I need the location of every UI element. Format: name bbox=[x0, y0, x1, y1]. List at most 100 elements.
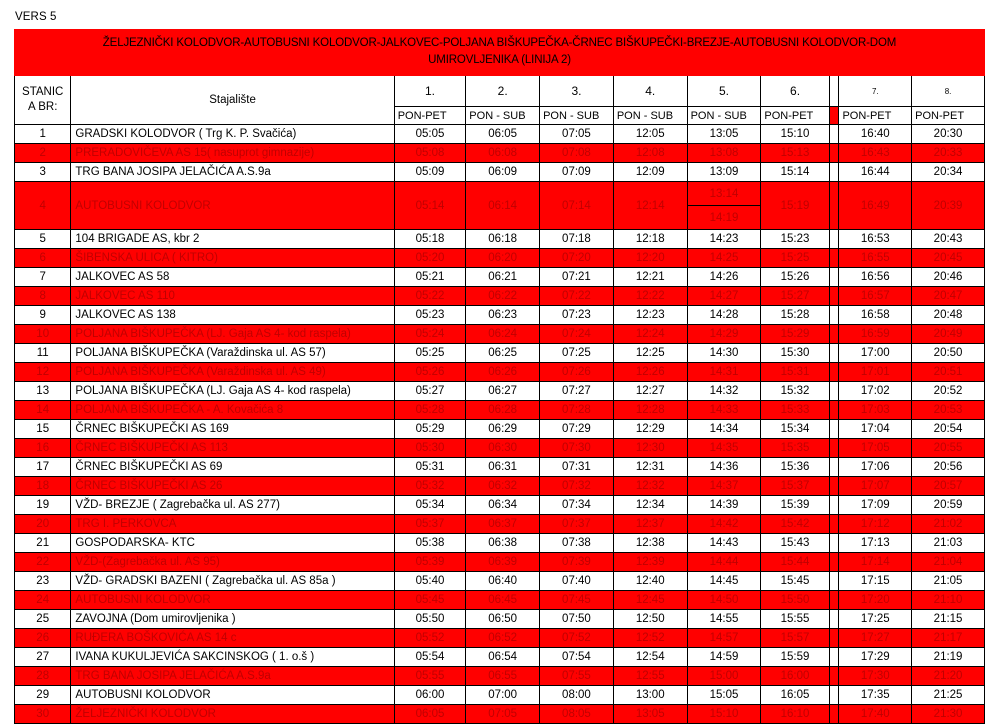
departure-time-cell: 15:30 bbox=[760, 343, 830, 363]
departure-time-cell: 15:39 bbox=[760, 495, 830, 515]
stop-name-cell: AUTOBUSNI KOLODVOR bbox=[70, 685, 395, 705]
departure-time-cell: 07:30 bbox=[539, 438, 614, 458]
departure-time-cell-split: 13:14 14:19 bbox=[686, 181, 762, 230]
departure-time-cell: 14:29 bbox=[686, 324, 762, 344]
column-separator-cell bbox=[828, 324, 840, 344]
departure-time-cell: 17:27 bbox=[838, 628, 913, 648]
stop-name-cell: VŽD-(Zagrebačka ul. AS 95) bbox=[70, 552, 395, 572]
departure-time-cell: 17:12 bbox=[838, 514, 913, 534]
departure-time-cell: 16:58 bbox=[838, 305, 913, 325]
departure-time-cell: 07:45 bbox=[539, 590, 614, 610]
departure-time-cell: 12:27 bbox=[612, 381, 688, 401]
column-separator-cell bbox=[828, 362, 840, 382]
column-separator-cell bbox=[828, 685, 840, 705]
departure-time-cell: 12:20 bbox=[612, 248, 688, 268]
departure-time-cell: 06:38 bbox=[465, 533, 541, 553]
departure-time-cell: 12:25 bbox=[612, 343, 688, 363]
departure-time-cell: 15:14 bbox=[760, 162, 830, 182]
station-number-cell: 3 bbox=[13, 162, 72, 182]
departure-time-cell: 05:39 bbox=[393, 552, 467, 572]
departure-time-cell: 20:33 bbox=[911, 143, 985, 163]
departure-time-cell: 06:20 bbox=[465, 248, 541, 268]
departure-time-cell: 05:31 bbox=[393, 457, 467, 477]
departure-time-cell: 05:40 bbox=[393, 571, 467, 591]
departure-time-cell: 05:14 bbox=[393, 181, 467, 230]
station-number-cell: 7 bbox=[13, 267, 72, 287]
departure-time-cell: 12:30 bbox=[612, 438, 688, 458]
departure-time-cell: 06:50 bbox=[465, 609, 541, 629]
station-number-cell: 12 bbox=[13, 362, 72, 382]
station-number-cell: 14 bbox=[13, 400, 72, 420]
departure-time-cell: 12:26 bbox=[612, 362, 688, 382]
column-separator-header bbox=[828, 75, 840, 107]
departure-time-cell: 14:59 bbox=[686, 647, 762, 667]
departure-time-cell: 17:07 bbox=[838, 476, 913, 496]
column-separator-cell bbox=[828, 381, 840, 401]
departure-time-cell: 16:43 bbox=[838, 143, 913, 163]
route-title: ŽELJEZNIČKI KOLODVOR-AUTOBUSNI KOLODVOR-… bbox=[14, 29, 985, 76]
departure-time-cell: 13:05 bbox=[686, 124, 762, 144]
departure-time-cell: 12:45 bbox=[612, 590, 688, 610]
table-body: 1 GRADSKI KOLODVOR ( Trg K. P. Svačića) 05… bbox=[13, 124, 985, 724]
departure-time-cell: 06:26 bbox=[465, 362, 541, 382]
column-separator-cell bbox=[828, 343, 840, 363]
table-row: 15 ČRNEC BIŠKUPEČKI AS 169 05:29 06:29 07:29… bbox=[13, 419, 985, 439]
departure-time-cell: 17:30 bbox=[838, 666, 913, 686]
departure-time-cell: 07:52 bbox=[539, 628, 614, 648]
departure-time-cell: 15:50 bbox=[760, 590, 830, 610]
departure-time-cell: 05:27 bbox=[393, 381, 467, 401]
station-number-cell: 30 bbox=[13, 704, 72, 724]
departure-time-cell: 08:05 bbox=[539, 704, 614, 724]
departure-time-cell: 06:23 bbox=[465, 305, 541, 325]
departure-time-cell: 15:55 bbox=[760, 609, 830, 629]
column-separator-cell bbox=[828, 181, 840, 230]
table-header: ŽELJEZNIČKI KOLODVOR-AUTOBUSNI KOLODVOR-… bbox=[13, 29, 985, 125]
departure-time-cell: 15:26 bbox=[760, 267, 830, 287]
departure-time-cell: 20:59 bbox=[911, 495, 985, 515]
departure-time-cell: 15:13 bbox=[760, 143, 830, 163]
departure-time-cell: 06:31 bbox=[465, 457, 541, 477]
departure-time-cell: 20:51 bbox=[911, 362, 985, 382]
header-station-number: STANIC A BR: bbox=[13, 75, 72, 125]
header-days-6: PON-PET bbox=[760, 106, 830, 125]
departure-time-cell: 15:35 bbox=[760, 438, 830, 458]
column-separator-cell bbox=[828, 124, 840, 144]
departure-time-cell: 15:19 bbox=[760, 181, 830, 230]
departure-time-cell: 16:44 bbox=[838, 162, 913, 182]
departure-time-cell: 07:54 bbox=[539, 647, 614, 667]
stop-name-cell: VŽD- BREZJE ( Zagrebačka ul. AS 277) bbox=[70, 495, 395, 515]
title-row: ŽELJEZNIČKI KOLODVOR-AUTOBUSNI KOLODVOR-… bbox=[14, 29, 985, 76]
table-row: 10 POLJANA BIŠKUPEČKA (LJ. Gaja AS 4- kod… bbox=[13, 324, 985, 344]
departure-time-cell: 15:23 bbox=[760, 229, 830, 249]
departure-time-cell: 12:38 bbox=[612, 533, 688, 553]
departure-time-cell: 17:13 bbox=[838, 533, 913, 553]
departure-time-cell: 16:40 bbox=[838, 124, 913, 144]
table-row: 29 AUTOBUSNI KOLODVOR 06:00 07:00 08:00 13:00… bbox=[13, 685, 985, 705]
departure-time-cell: 20:47 bbox=[911, 286, 985, 306]
departure-time-cell: 07:25 bbox=[539, 343, 614, 363]
departure-time-cell: 14:45 bbox=[686, 571, 762, 591]
departure-time-cell: 20:57 bbox=[911, 476, 985, 496]
departure-time-cell: 06:21 bbox=[465, 267, 541, 287]
departure-time-cell: 15:36 bbox=[760, 457, 830, 477]
departure-time-cell: 05:55 bbox=[393, 666, 467, 686]
stop-name-cell: ŽELJEZNIČKI KOLODVOR bbox=[70, 704, 395, 724]
departure-time-cell: 12:55 bbox=[612, 666, 688, 686]
departure-time-cell: 17:04 bbox=[838, 419, 913, 439]
departure-time-cell: 07:00 bbox=[465, 685, 541, 705]
column-separator-cell bbox=[828, 476, 840, 496]
column-separator-cell bbox=[828, 162, 840, 182]
departure-time-cell: 15:00 bbox=[686, 666, 762, 686]
departure-time-cell: 07:18 bbox=[539, 229, 614, 249]
departure-time-cell: 05:28 bbox=[393, 400, 467, 420]
departure-time-cell: 17:06 bbox=[838, 457, 913, 477]
station-number-cell: 24 bbox=[13, 590, 72, 610]
table-row: 28 TRG BANA JOSIPA JELAČIĆA A.S.9a 05:55 06… bbox=[13, 666, 985, 686]
departure-time-cell: 08:00 bbox=[539, 685, 614, 705]
table-row: 4 AUTOBUSNI KOLODVOR 05:14 06:14 07:14 12:14 1… bbox=[13, 181, 985, 230]
stop-name-cell: IVANA KUKULJEVIĆA SAKCINSKOG ( 1. o.š ) bbox=[70, 647, 395, 667]
departure-time-cell: 20:56 bbox=[911, 457, 985, 477]
departure-time-cell: 15:33 bbox=[760, 400, 830, 420]
column-separator-cell bbox=[828, 229, 840, 249]
header-departure-5: 5. bbox=[686, 75, 762, 107]
